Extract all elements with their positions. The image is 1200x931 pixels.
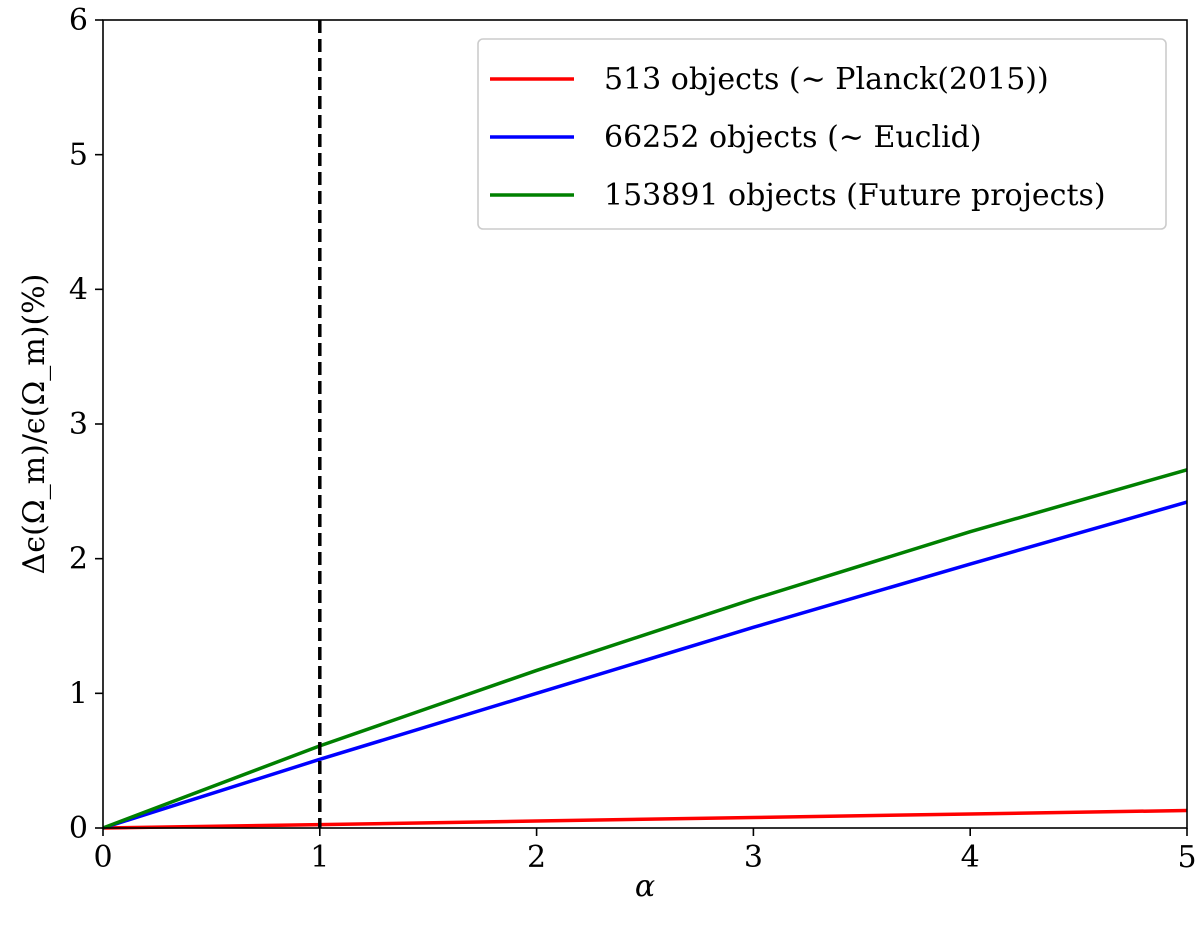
legend-box	[477, 38, 1167, 230]
x-tick-label: 0	[93, 840, 112, 875]
y-tick-label: 0	[69, 811, 88, 846]
y-tick-label: 6	[69, 3, 88, 38]
x-tick-label: 4	[961, 840, 980, 875]
y-axis-label: Δϵ(Ω_m)/ϵ(Ω_m)(%)	[17, 274, 52, 575]
x-axis-label: α	[635, 869, 655, 904]
y-tick-label: 1	[69, 676, 88, 711]
x-tick-label: 2	[527, 840, 546, 875]
legend-label-2: 66252 objects (∼ Euclid)	[604, 120, 982, 155]
series-line-1	[102, 808, 1188, 830]
y-tick-label: 4	[69, 272, 88, 307]
y-tick-label: 2	[69, 542, 88, 577]
x-tick-label: 1	[310, 840, 329, 875]
legend-label-3: 153891 objects (Future projects)	[604, 178, 1106, 213]
x-tick-label: 3	[744, 840, 763, 875]
legend: 513 objects (∼ Planck(2015)) 66252 object…	[477, 38, 1167, 230]
plot-area: 0 1 2 3 4 5 0 1 2 3 4 5 6 α Δϵ(Ω_m)/ϵ(Ω_m)(%)	[17, 3, 1197, 904]
series-line-2	[102, 500, 1188, 830]
legend-label-1: 513 objects (∼ Planck(2015))	[604, 62, 1049, 97]
y-tick-label: 5	[69, 138, 88, 173]
y-tick-label: 3	[69, 407, 88, 442]
series-line-3	[102, 468, 1188, 830]
x-tick-label: 5	[1177, 840, 1196, 875]
